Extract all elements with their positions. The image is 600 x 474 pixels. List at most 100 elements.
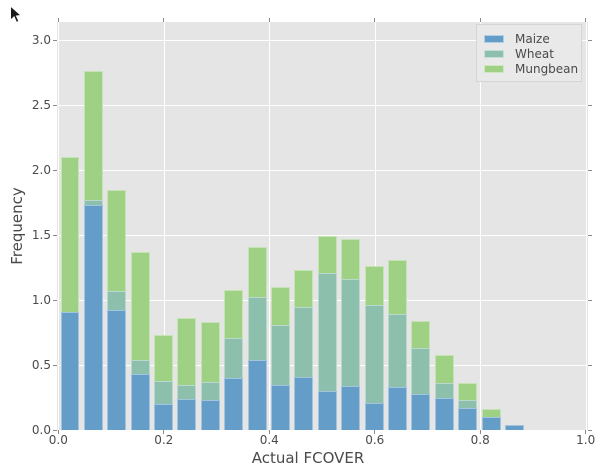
gridline-vertical (480, 22, 482, 430)
bar-segment-mungbean (317, 236, 337, 273)
y-axis-tick (53, 299, 57, 301)
bar-segment-wheat (364, 305, 384, 403)
bar-segment-maize (177, 398, 197, 430)
bar-segment-mungbean (107, 189, 127, 291)
bar-segment-mungbean (177, 318, 197, 385)
gridline-horizontal (57, 40, 588, 41)
bar-segment-maize (458, 407, 478, 430)
bar-segment-maize (247, 359, 267, 430)
y-axis-tick (53, 104, 57, 106)
bar-segment-wheat (341, 279, 361, 386)
legend-item-wheat: Wheat (484, 46, 581, 61)
x-tick-label: 0.0 (48, 433, 68, 447)
y-axis-tick-right (588, 169, 592, 171)
bar-segment-wheat (130, 359, 150, 375)
y-tick-label: 2.5 (31, 98, 51, 112)
bar-segment-maize (434, 397, 454, 430)
gridline-horizontal (57, 170, 588, 171)
x-tick-label: 0.2 (154, 433, 174, 447)
gridline-horizontal (57, 235, 588, 236)
legend-swatch-maize (484, 34, 504, 43)
y-tick-label: 1.0 (31, 293, 51, 307)
y-axis-tick-right (588, 234, 592, 236)
bar-segment-maize (364, 402, 384, 430)
x-axis-tick (585, 430, 587, 434)
x-axis-tick-top (374, 18, 376, 22)
y-axis-tick-right (588, 104, 592, 106)
bar-segment-wheat (317, 272, 337, 391)
bar-segment-maize (107, 310, 127, 430)
x-axis-tick (163, 430, 165, 434)
bar-segment-wheat (200, 381, 220, 401)
x-axis-tick (57, 430, 59, 434)
bar-segment-maize (387, 387, 407, 430)
bar-segment-mungbean (364, 266, 384, 306)
y-axis-label: Frequency (8, 187, 26, 265)
plot-area: Maize Wheat Mungbean (57, 22, 588, 430)
bar-segment-wheat (177, 384, 197, 399)
y-tick-label: 1.5 (31, 228, 51, 242)
bar-segment-wheat (411, 348, 431, 394)
x-axis-tick (268, 430, 270, 434)
bar-segment-maize (341, 385, 361, 430)
bar-segment-mungbean (434, 354, 454, 384)
bar-segment-mungbean (60, 157, 80, 312)
bar-segment-maize (130, 374, 150, 430)
bar-segment-wheat (247, 297, 267, 360)
bar-segment-mungbean (247, 246, 267, 298)
gridline-vertical (58, 22, 60, 430)
bar-segment-wheat (271, 324, 290, 385)
legend-label: Wheat (515, 46, 554, 61)
legend-item-mungbean: Mungbean (484, 61, 581, 76)
bar-segment-maize (317, 391, 337, 430)
bar-segment-mungbean (83, 71, 103, 200)
y-axis-tick-right (588, 39, 592, 41)
mouse-cursor-icon (10, 5, 23, 24)
gridline-vertical (163, 22, 165, 430)
bar-segment-mungbean (411, 320, 431, 349)
bar-segment-maize (504, 424, 524, 430)
y-axis-tick-right (588, 429, 592, 431)
x-tick-label: 0.8 (470, 433, 490, 447)
bar-segment-mungbean (481, 409, 501, 417)
bar-segment-wheat (387, 314, 407, 388)
y-axis-tick (53, 234, 57, 236)
bar-segment-mungbean (458, 383, 478, 401)
x-tick-label: 0.6 (365, 433, 385, 447)
bar-segment-mungbean (387, 259, 407, 315)
y-axis-tick (53, 429, 57, 431)
gridline-horizontal (57, 105, 588, 106)
bar-segment-wheat (83, 199, 103, 206)
y-axis-tick-right (588, 299, 592, 301)
y-tick-label: 2.0 (31, 163, 51, 177)
x-axis-label: Actual FCOVER (251, 449, 365, 467)
bar-segment-wheat (294, 306, 314, 377)
x-axis-tick-top (585, 18, 587, 22)
x-axis-tick-top (268, 18, 270, 22)
legend-label: Mungbean (515, 61, 579, 76)
bar-segment-wheat (224, 337, 244, 378)
legend-swatch-mungbean (484, 64, 504, 73)
bar-segment-mungbean (341, 238, 361, 280)
bar-segment-mungbean (130, 251, 150, 360)
legend-label: Maize (515, 31, 550, 46)
x-tick-label: 1.0 (576, 433, 596, 447)
x-axis-tick (374, 430, 376, 434)
legend: Maize Wheat Mungbean (476, 24, 582, 82)
bar-segment-mungbean (154, 335, 174, 381)
bar-segment-maize (154, 404, 174, 430)
gridline-vertical (269, 22, 271, 430)
bar-segment-wheat (434, 383, 454, 398)
gridline-vertical (585, 22, 587, 430)
x-axis-tick-top (163, 18, 165, 22)
y-axis-tick (53, 364, 57, 366)
bar-segment-maize (411, 393, 431, 430)
gridline-vertical (374, 22, 376, 430)
y-tick-label: 3.0 (31, 33, 51, 47)
bar-segment-maize (224, 378, 244, 430)
y-axis-tick-right (588, 364, 592, 366)
y-axis-tick (53, 169, 57, 171)
legend-item-maize: Maize (484, 31, 581, 46)
bar-segment-maize (200, 400, 220, 430)
